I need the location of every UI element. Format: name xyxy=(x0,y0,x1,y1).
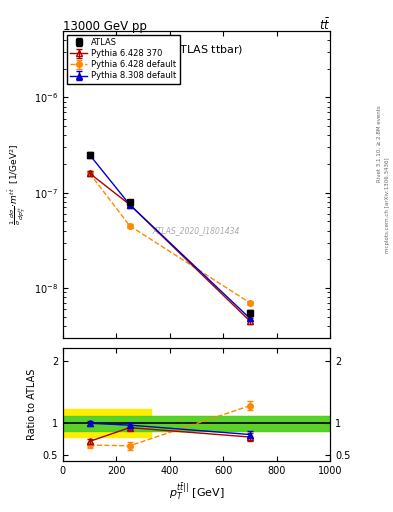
Text: mcplots.cern.ch [arXiv:1306.3436]: mcplots.cern.ch [arXiv:1306.3436] xyxy=(385,157,389,252)
X-axis label: $p^{t\bar{t}||}_{T}$ [GeV]: $p^{t\bar{t}||}_{T}$ [GeV] xyxy=(169,481,224,502)
Text: Rivet 3.1.10, ≥ 2.8M events: Rivet 3.1.10, ≥ 2.8M events xyxy=(377,105,382,182)
Text: $t\bar{t}$: $t\bar{t}$ xyxy=(319,18,330,33)
Legend: ATLAS, Pythia 6.428 370, Pythia 6.428 default, Pythia 8.308 default: ATLAS, Pythia 6.428 370, Pythia 6.428 de… xyxy=(67,35,180,84)
Text: $p_T^{t\bar{t}}$ (ATLAS ttbar): $p_T^{t\bar{t}}$ (ATLAS ttbar) xyxy=(150,40,243,59)
Y-axis label: Ratio to ATLAS: Ratio to ATLAS xyxy=(27,369,37,440)
Text: ATLAS_2020_I1801434: ATLAS_2020_I1801434 xyxy=(153,226,240,235)
Text: 13000 GeV pp: 13000 GeV pp xyxy=(63,20,147,33)
Y-axis label: $\frac{1}{\sigma}\frac{d\sigma}{dp_T^{t\bar{t}}}\!\cdot\! m^{t\bar{t}}$  [1/GeV$: $\frac{1}{\sigma}\frac{d\sigma}{dp_T^{t\… xyxy=(7,143,28,225)
